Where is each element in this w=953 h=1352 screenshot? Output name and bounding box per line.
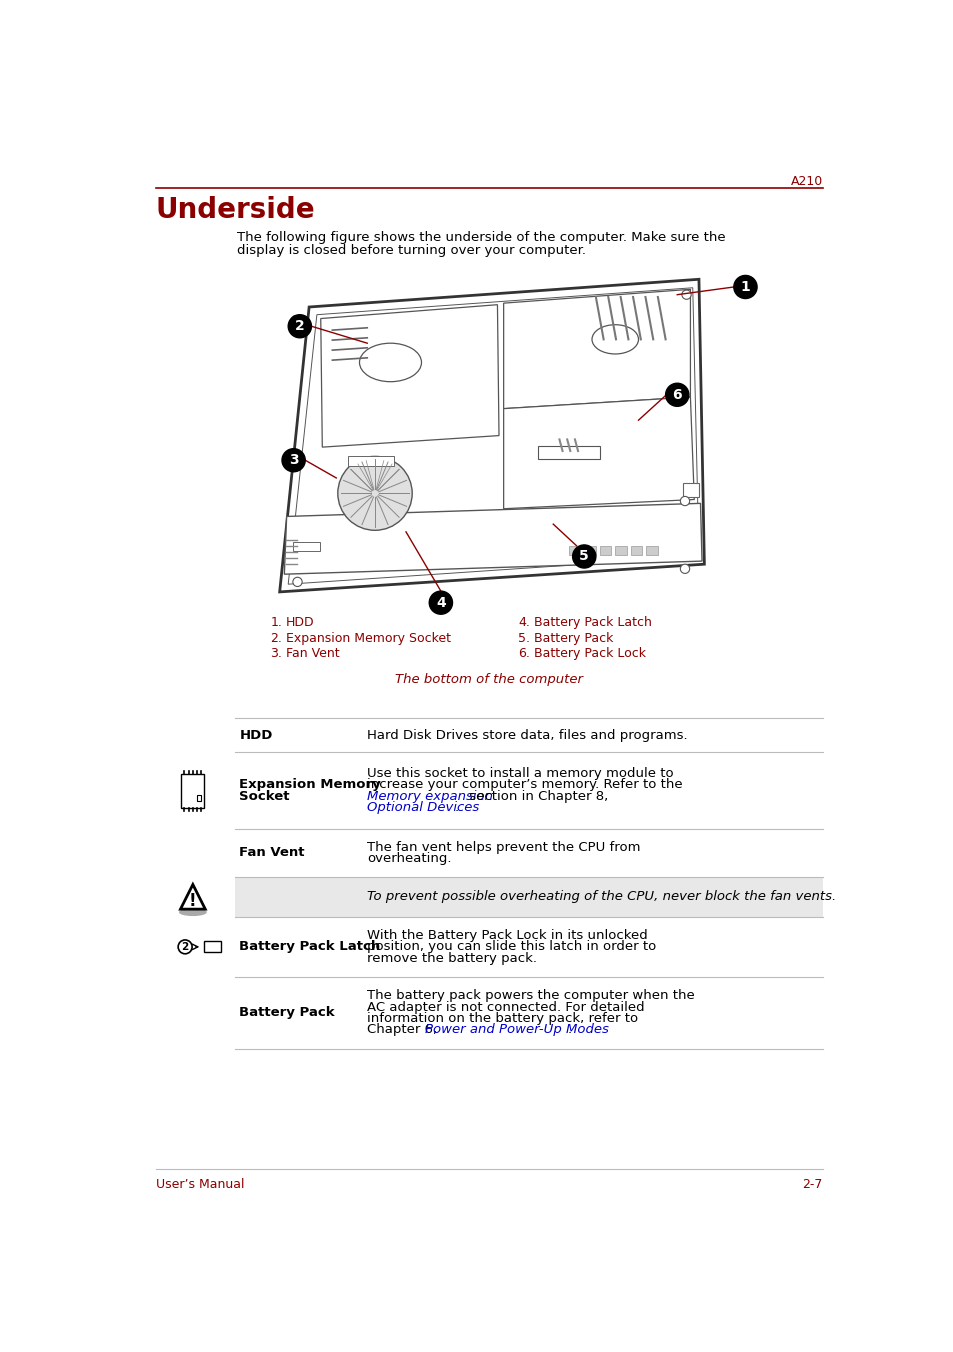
Polygon shape bbox=[503, 289, 690, 408]
Text: HDD: HDD bbox=[239, 729, 273, 742]
Text: Expansion Memory: Expansion Memory bbox=[239, 779, 381, 791]
Text: Underside: Underside bbox=[155, 196, 315, 224]
Text: .: . bbox=[567, 1023, 571, 1036]
Polygon shape bbox=[180, 884, 205, 909]
Text: Socket: Socket bbox=[239, 790, 290, 803]
Circle shape bbox=[679, 496, 689, 506]
Bar bbox=[568, 546, 579, 554]
Bar bbox=[599, 546, 611, 554]
Bar bbox=[196, 795, 201, 802]
Text: Hard Disk Drives store data, files and programs.: Hard Disk Drives store data, files and p… bbox=[367, 729, 687, 742]
Bar bbox=[645, 546, 658, 554]
Text: 4: 4 bbox=[436, 596, 445, 610]
Text: Battery Pack Lock: Battery Pack Lock bbox=[534, 648, 645, 660]
Circle shape bbox=[733, 276, 757, 299]
Text: 3: 3 bbox=[289, 453, 298, 468]
Circle shape bbox=[429, 591, 452, 614]
Text: 5: 5 bbox=[578, 549, 589, 564]
Polygon shape bbox=[503, 397, 694, 508]
Text: 1: 1 bbox=[740, 280, 750, 293]
Text: AC adapter is not connected. For detailed: AC adapter is not connected. For detaile… bbox=[367, 1000, 644, 1014]
Text: User’s Manual: User’s Manual bbox=[155, 1179, 244, 1191]
Text: Battery Pack Latch: Battery Pack Latch bbox=[534, 617, 651, 629]
Text: overheating.: overheating. bbox=[367, 852, 452, 865]
Text: 2: 2 bbox=[181, 942, 189, 952]
Text: 6.: 6. bbox=[517, 648, 530, 660]
Text: 4.: 4. bbox=[517, 617, 530, 629]
Text: increase your computer’s memory. Refer to the: increase your computer’s memory. Refer t… bbox=[367, 779, 682, 791]
Text: remove the battery pack.: remove the battery pack. bbox=[367, 952, 537, 964]
Ellipse shape bbox=[359, 343, 421, 381]
Text: HDD: HDD bbox=[286, 617, 314, 629]
Bar bbox=[630, 546, 641, 554]
Bar bbox=[537, 446, 599, 458]
Text: .: . bbox=[454, 800, 457, 814]
Polygon shape bbox=[279, 280, 703, 592]
Text: !: ! bbox=[189, 892, 196, 910]
Ellipse shape bbox=[592, 324, 638, 354]
Text: To prevent possible overheating of the CPU, never block the fan vents.: To prevent possible overheating of the C… bbox=[367, 891, 836, 903]
Bar bbox=[682, 483, 699, 498]
Text: section in Chapter 8,: section in Chapter 8, bbox=[464, 790, 607, 803]
Circle shape bbox=[291, 315, 300, 324]
Bar bbox=[293, 542, 319, 552]
Circle shape bbox=[288, 315, 311, 338]
Text: Fan Vent: Fan Vent bbox=[239, 846, 305, 860]
Circle shape bbox=[679, 564, 689, 573]
Text: The fan vent helps prevent the CPU from: The fan vent helps prevent the CPU from bbox=[367, 841, 640, 854]
Bar bbox=[235, 877, 822, 917]
Circle shape bbox=[665, 383, 688, 407]
Text: 6: 6 bbox=[672, 388, 681, 402]
Circle shape bbox=[337, 457, 412, 530]
Text: Battery Pack Latch: Battery Pack Latch bbox=[239, 941, 380, 953]
Bar bbox=[181, 773, 204, 807]
Bar bbox=[583, 546, 596, 554]
Text: Power and Power-Up Modes: Power and Power-Up Modes bbox=[424, 1023, 608, 1036]
Polygon shape bbox=[284, 503, 701, 575]
Text: 2.: 2. bbox=[270, 631, 282, 645]
Text: Fan Vent: Fan Vent bbox=[286, 648, 339, 660]
Circle shape bbox=[293, 577, 302, 587]
Text: position, you can slide this latch in order to: position, you can slide this latch in or… bbox=[367, 941, 656, 953]
Polygon shape bbox=[320, 304, 498, 448]
Circle shape bbox=[572, 545, 596, 568]
Text: Optional Devices: Optional Devices bbox=[367, 800, 479, 814]
Text: With the Battery Pack Lock in its unlocked: With the Battery Pack Lock in its unlock… bbox=[367, 929, 647, 942]
Text: Battery Pack: Battery Pack bbox=[239, 1006, 335, 1019]
Text: 2: 2 bbox=[294, 319, 304, 333]
Text: Expansion Memory Socket: Expansion Memory Socket bbox=[286, 631, 451, 645]
Text: Memory expansion: Memory expansion bbox=[367, 790, 493, 803]
Bar bbox=[615, 546, 626, 554]
Bar bbox=[204, 941, 220, 952]
Text: Use this socket to install a memory module to: Use this socket to install a memory modu… bbox=[367, 768, 673, 780]
Text: 3.: 3. bbox=[270, 648, 282, 660]
Text: The battery pack powers the computer when the: The battery pack powers the computer whe… bbox=[367, 990, 695, 1002]
Text: Chapter 6,: Chapter 6, bbox=[367, 1023, 441, 1036]
Text: A210: A210 bbox=[790, 174, 822, 188]
Text: 2-7: 2-7 bbox=[801, 1179, 822, 1191]
Text: The bottom of the computer: The bottom of the computer bbox=[395, 673, 582, 687]
Circle shape bbox=[681, 291, 691, 299]
Text: 1.: 1. bbox=[270, 617, 282, 629]
Text: display is closed before turning over your computer.: display is closed before turning over yo… bbox=[236, 245, 585, 257]
Text: Battery Pack: Battery Pack bbox=[534, 631, 613, 645]
Text: The following figure shows the underside of the computer. Make sure the: The following figure shows the underside… bbox=[236, 231, 725, 245]
Text: information on the battery pack, refer to: information on the battery pack, refer t… bbox=[367, 1011, 638, 1025]
Ellipse shape bbox=[179, 909, 207, 917]
Text: 5.: 5. bbox=[517, 631, 530, 645]
Bar bbox=[348, 456, 394, 466]
Circle shape bbox=[282, 449, 305, 472]
